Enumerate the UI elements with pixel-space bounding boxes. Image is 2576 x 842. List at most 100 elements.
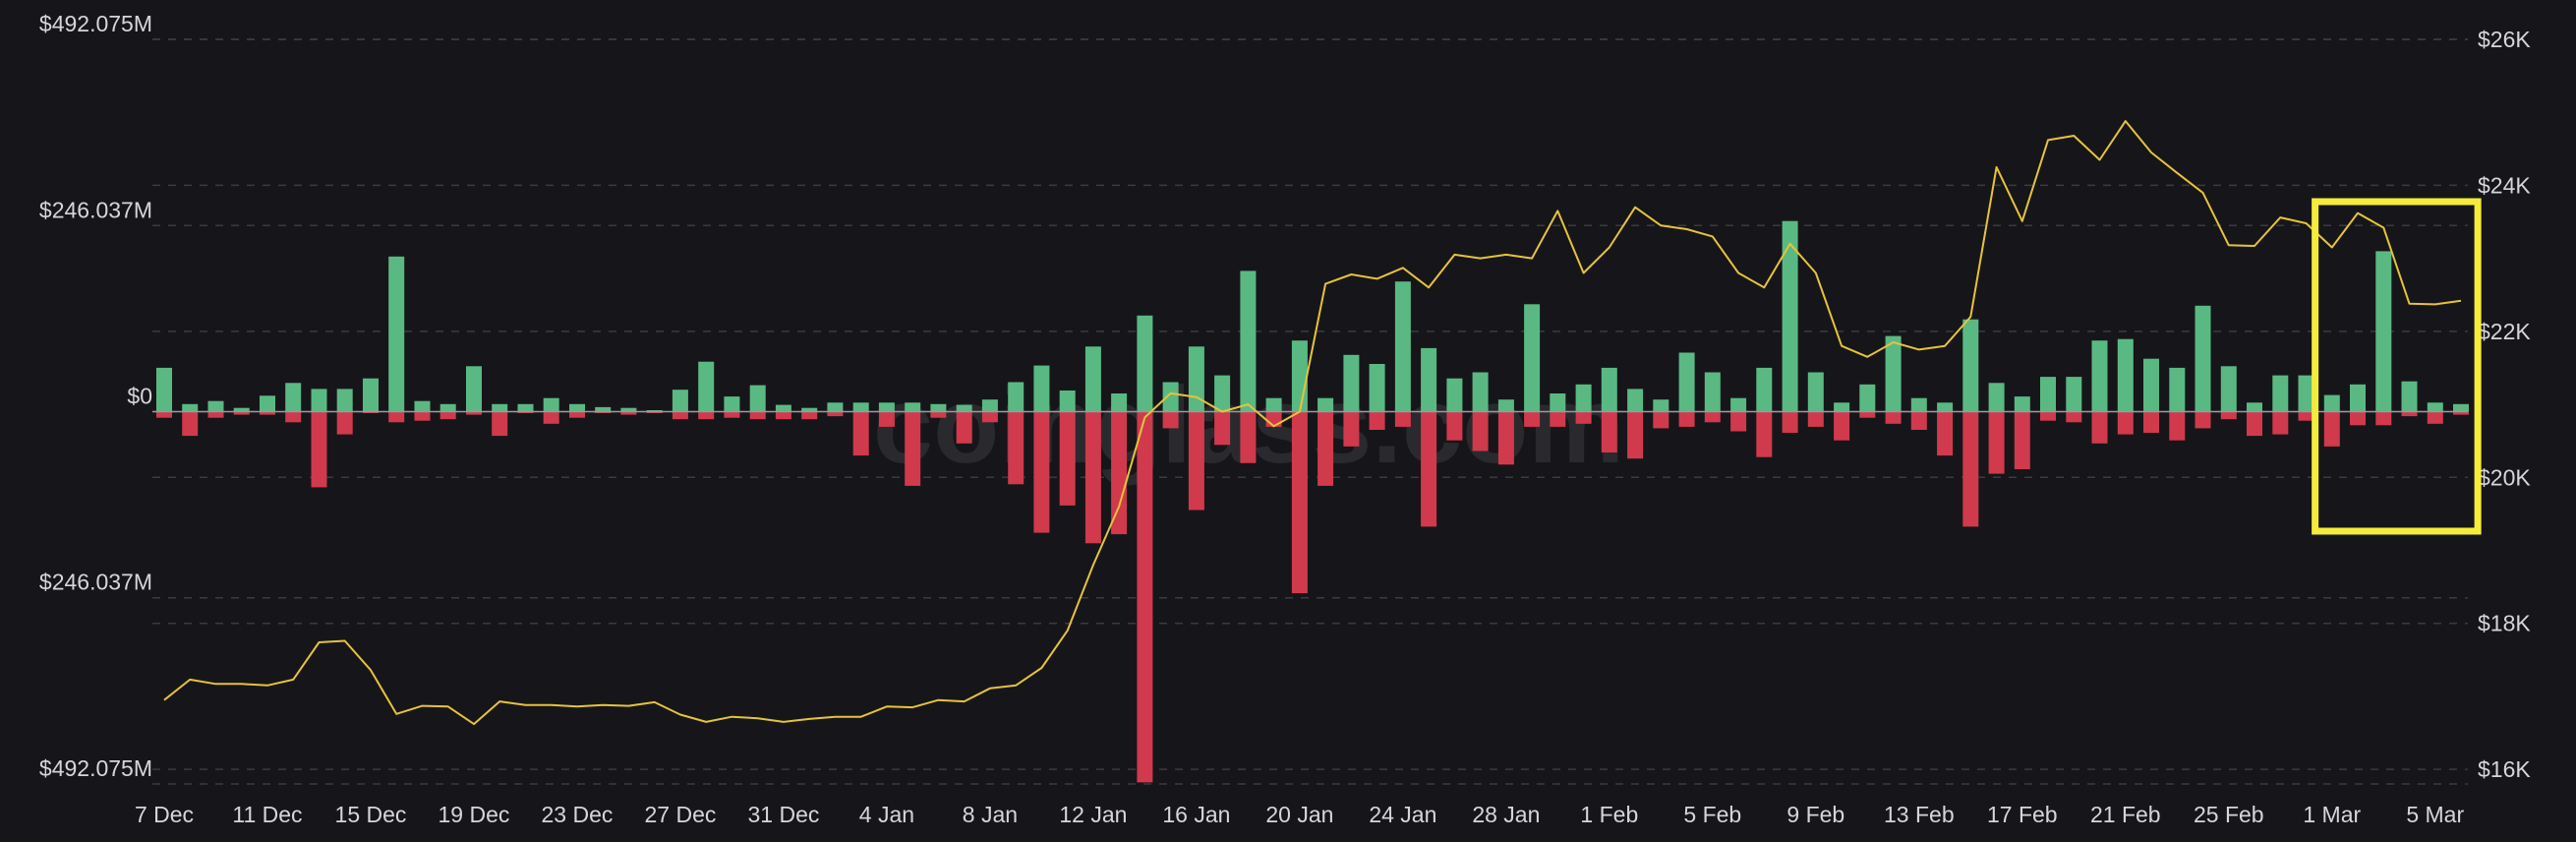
outflow-bar-0 [156,411,172,418]
inflow-bar-88 [2427,402,2443,412]
inflow-bar-79 [2195,305,2211,412]
outflow-bar-39 [1162,411,1179,429]
inflow-bar-76 [2117,338,2134,412]
inflow-bar-18 [620,407,637,412]
outflow-bar-51 [1472,411,1489,451]
outflow-bar-2 [207,411,224,418]
inflow-bar-36 [1084,346,1101,412]
right-axis-tick-label: $26K [2478,27,2531,52]
outflow-bar-42 [1240,411,1257,463]
inflow-bar-11 [439,403,456,412]
left-axis-tick-label: $0 [127,384,152,409]
inflow-bar-58 [1653,399,1669,412]
outflow-bar-12 [466,411,482,415]
right-axis-tick-label: $20K [2478,464,2531,490]
inflow-bar-35 [1059,391,1076,412]
left-axis-tick-label: $246.037M [39,570,152,595]
outflow-bar-11 [439,411,456,420]
left-axis-tick-label: $492.075M [39,755,152,781]
outflow-bar-6 [311,411,327,488]
inflow-bar-46 [1343,354,1360,412]
outflow-bar-79 [2195,411,2211,429]
outflow-bar-84 [2323,411,2340,447]
outflow-bar-85 [2350,411,2366,426]
inflow-bar-74 [2066,377,2082,412]
inflow-bar-54 [1550,393,1566,412]
outflow-bar-23 [749,411,766,420]
inflow-bar-81 [2247,402,2262,412]
inflow-bar-24 [775,404,791,412]
inflow-bar-84 [2323,394,2340,412]
inflow-bar-17 [595,406,612,412]
inflow-bar-83 [2298,375,2314,412]
x-axis-tick-label: 21 Feb [2090,802,2161,827]
outflow-bar-22 [724,411,740,418]
outflow-bar-61 [1730,411,1747,432]
right-axis-tick-label: $22K [2478,319,2531,344]
price-line [163,120,2462,726]
inflow-bar-71 [1988,383,2005,412]
inflow-bar-43 [1265,397,1282,412]
inflow-bar-77 [2143,358,2159,412]
outflow-bar-54 [1550,411,1566,427]
outflow-bar-34 [1033,411,1050,533]
inflow-bar-47 [1369,364,1385,412]
outflow-bar-68 [1910,411,1927,430]
inflow-bar-59 [1678,352,1695,412]
outflow-bar-59 [1678,411,1695,427]
inflow-bar-64 [1807,372,1824,412]
inflow-bar-45 [1317,397,1334,412]
outflow-bar-46 [1343,411,1360,447]
inflow-bar-44 [1291,340,1308,412]
outflow-bar-27 [852,411,869,456]
outflow-bar-64 [1807,411,1824,427]
inflow-bar-30 [930,403,947,412]
left-axis-tick-label: $492.075M [39,11,152,36]
inflow-bar-65 [1834,402,1850,412]
outflow-bar-9 [388,411,405,423]
outflow-bar-20 [672,411,688,420]
outflow-bar-10 [414,411,431,421]
inflow-bar-41 [1214,375,1231,412]
inflow-bar-28 [878,402,895,412]
x-axis-tick-label: 1 Mar [2303,802,2361,827]
outflow-bar-40 [1188,411,1204,511]
inflow-bar-82 [2272,375,2289,412]
inflow-bar-39 [1162,382,1179,412]
outflow-bar-77 [2143,411,2159,433]
outflow-bar-55 [1575,411,1592,424]
inflow-bar-0 [156,367,172,412]
inflow-bar-15 [543,397,559,412]
outflow-bar-60 [1704,411,1721,423]
outflow-bar-28 [878,411,895,427]
outflow-bar-5 [285,411,302,423]
inflow-bar-4 [260,395,275,412]
inflow-bar-66 [1859,384,1876,412]
outflow-bar-15 [543,411,559,424]
inflow-bar-34 [1033,365,1050,412]
inflow-bar-56 [1601,367,1617,412]
outflow-bar-62 [1756,411,1773,457]
outflow-bar-21 [698,411,715,420]
outflow-bar-74 [2066,411,2082,423]
x-axis-tick-label: 13 Feb [1884,802,1955,827]
inflow-bar-53 [1524,304,1541,412]
outflow-bar-1 [182,411,199,437]
price-line-layer [163,120,2462,726]
inflow-bar-8 [363,378,379,412]
x-axis-tick-label: 23 Dec [542,802,614,827]
x-axis-tick-label: 24 Jan [1369,802,1436,827]
inflow-bar-13 [492,403,508,412]
outflow-bar-57 [1627,411,1644,459]
x-axis-tick-label: 17 Feb [1987,802,2058,827]
inflow-bar-61 [1730,397,1747,412]
outflow-bar-18 [620,411,637,415]
x-axis-tick-label: 27 Dec [645,802,717,827]
outflow-bar-45 [1317,411,1334,486]
left-axis-tick-label: $246.037M [39,197,152,222]
outflow-bar-89 [2453,411,2469,415]
inflow-bar-75 [2091,340,2108,412]
inflow-bar-5 [285,383,302,412]
outflow-bar-86 [2375,411,2392,426]
